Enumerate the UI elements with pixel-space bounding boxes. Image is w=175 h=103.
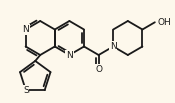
Text: OH: OH xyxy=(158,18,172,27)
Text: N: N xyxy=(22,25,29,34)
Text: N: N xyxy=(66,50,73,60)
Text: N: N xyxy=(110,42,117,51)
Text: O: O xyxy=(95,65,102,74)
Text: S: S xyxy=(23,86,29,95)
Text: S: S xyxy=(23,87,29,96)
